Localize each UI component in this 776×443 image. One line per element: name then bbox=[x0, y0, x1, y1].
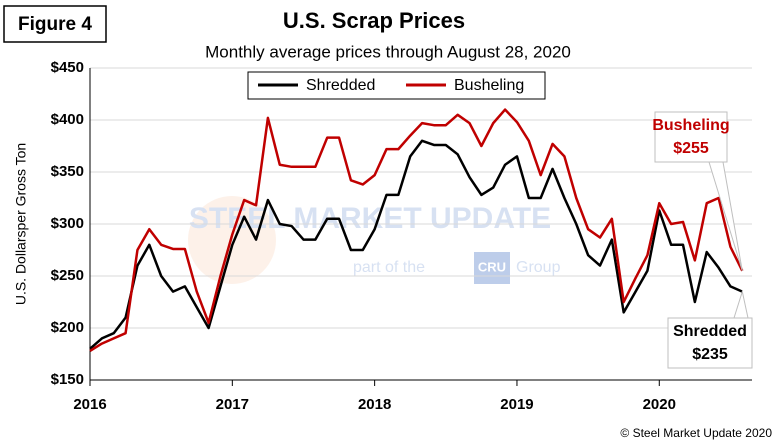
y-tick-label: $150 bbox=[51, 371, 84, 388]
copyright: © Steel Market Update 2020 bbox=[620, 426, 772, 440]
x-tick-label: 2018 bbox=[358, 396, 391, 413]
y-axis-label: U.S. Dollarsper Gross Ton bbox=[13, 143, 29, 305]
y-tick-label: $300 bbox=[51, 215, 84, 232]
series-line bbox=[89, 139, 743, 350]
y-tick-label: $200 bbox=[51, 319, 84, 336]
watermark: STEEL MARKET UPDATE part of the CRU Grou… bbox=[188, 196, 561, 284]
chart-title: U.S. Scrap Prices bbox=[283, 8, 465, 33]
y-tick-label: $450 bbox=[51, 59, 84, 76]
x-tick-label: 2016 bbox=[73, 396, 106, 413]
y-tick-label: $250 bbox=[51, 267, 84, 284]
watermark-box bbox=[474, 252, 510, 284]
x-tick-label: 2017 bbox=[216, 396, 249, 413]
legend: Shredded Busheling bbox=[247, 71, 546, 100]
figure-label: Figure 4 bbox=[18, 14, 92, 35]
legend-label: Shredded bbox=[306, 77, 375, 94]
annotation-value: $235 bbox=[692, 346, 728, 363]
annotation-text: Shredded bbox=[673, 323, 747, 340]
annotation-box bbox=[667, 317, 753, 369]
annotation-value: $255 bbox=[673, 140, 709, 157]
annotation-box bbox=[654, 111, 728, 163]
annotation-callout bbox=[733, 289, 749, 319]
watermark-text: STEEL MARKET UPDATE bbox=[189, 202, 551, 235]
x-tick-label: 2019 bbox=[500, 396, 533, 413]
y-tick-label: $400 bbox=[51, 111, 84, 128]
legend-label: Busheling bbox=[454, 77, 524, 94]
watermark-text: part of the bbox=[353, 259, 425, 276]
x-tick-label: 2020 bbox=[643, 396, 676, 413]
watermark-text: Group bbox=[516, 259, 561, 276]
watermark-text: CRU bbox=[478, 259, 506, 274]
chart-subtitle: Monthly average prices through August 28… bbox=[205, 42, 571, 61]
y-tick-label: $350 bbox=[51, 163, 84, 180]
annotation-callout bbox=[708, 161, 743, 271]
annotation-text: Busheling bbox=[652, 117, 729, 134]
figure-label-box bbox=[3, 5, 107, 43]
series-line bbox=[89, 108, 744, 352]
